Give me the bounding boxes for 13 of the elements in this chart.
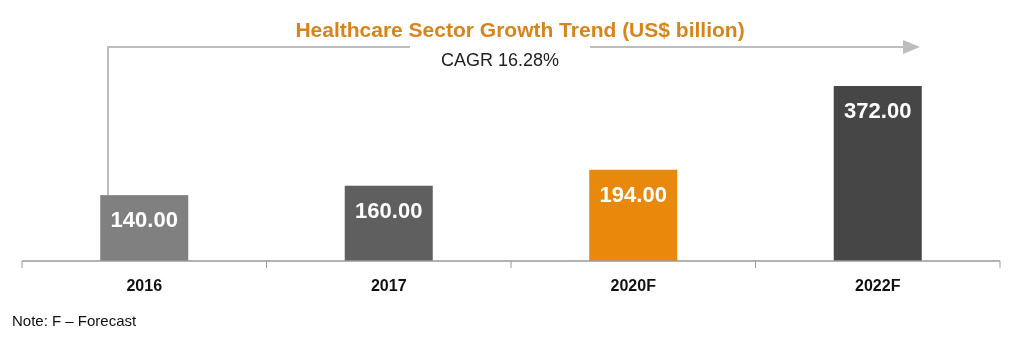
x-tick-label: 2017 — [370, 277, 407, 294]
data-label: 372.00 — [844, 98, 912, 123]
data-label: 140.00 — [110, 207, 178, 233]
bar — [833, 86, 922, 261]
data-label: 194.00 — [599, 181, 667, 207]
text: CAGR 16.28% — [440, 50, 560, 70]
text: Note: F – Forecast — [12, 312, 138, 329]
x-tick-label: 2022F — [855, 277, 901, 294]
data-label: 160.00 — [355, 197, 423, 223]
chart-title: Healthcare Sector Growth Trend (US$ billion) — [295, 18, 745, 41]
bar — [589, 169, 678, 261]
x-tick-label: 2016 — [126, 277, 163, 294]
x-tick-label: 2020F — [610, 277, 657, 294]
